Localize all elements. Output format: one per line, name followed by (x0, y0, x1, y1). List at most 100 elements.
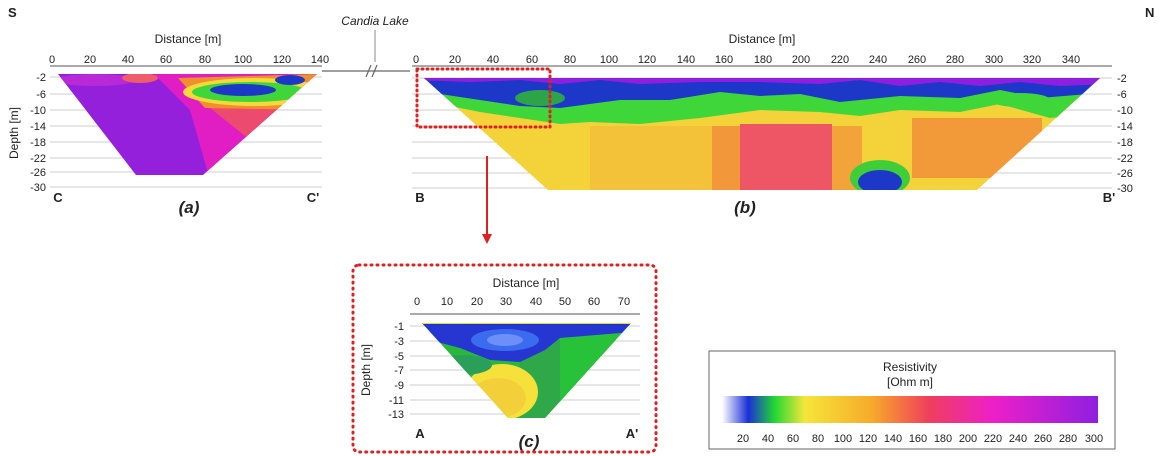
section-b-x-tick: 100 (600, 54, 618, 66)
section-a-x-tick: 20 (84, 54, 96, 66)
section-a-y-tick: -30 (30, 182, 46, 194)
legend-tick: 100 (834, 433, 852, 445)
section-a: Distance [m] 0 20 40 60 80 100 120 140 -… (7, 32, 329, 217)
section-c-x-tick: 70 (618, 296, 630, 308)
section-b-y-tick: -22 (1117, 153, 1133, 165)
section-c-start-label: A (415, 426, 425, 441)
legend-tick: 120 (859, 433, 877, 445)
section-b-x-tick: 240 (869, 54, 887, 66)
south-label: S (8, 5, 17, 20)
zoom-arrow-head (482, 234, 492, 244)
axis-break-mark-1 (365, 64, 372, 78)
inset-frame (351, 263, 658, 454)
legend-title: Resistivity (883, 360, 937, 374)
section-c-y-ticks: -1 -3 -5 -7 -9 -11 -13 (388, 321, 404, 421)
section-a-start-label: C (53, 190, 63, 205)
legend-tick: 300 (1085, 433, 1103, 445)
north-label: N (1145, 5, 1154, 20)
legend-tick: 280 (1059, 433, 1077, 445)
section-c-x-tick: 50 (559, 296, 571, 308)
legend-tick: 200 (959, 433, 977, 445)
section-b-y-tick: -14 (1117, 121, 1133, 133)
section-c-end-label: A' (626, 426, 638, 441)
section-c-x-tick: 20 (471, 296, 483, 308)
section-a-y-tick: -6 (36, 89, 46, 101)
section-b-y-tick: -18 (1117, 137, 1133, 149)
section-a-y-tick: -2 (36, 72, 46, 84)
section-b-y-tick: -30 (1117, 183, 1133, 195)
section-b-x-tick: 40 (487, 54, 499, 66)
section-b-y-tick: -6 (1117, 89, 1127, 101)
section-c-y-tick: -7 (394, 365, 404, 377)
section-c-y-tick: -11 (389, 395, 404, 407)
section-b-x-title: Distance [m] (729, 32, 796, 46)
section-c: Distance [m] 0 10 20 30 40 50 60 70 -1 -… (359, 276, 640, 451)
section-b-x-tick: 20 (449, 54, 461, 66)
section-c-y-tick: -1 (394, 321, 404, 333)
section-b-x-tick: 220 (831, 54, 849, 66)
section-b-x-tick: 120 (638, 54, 656, 66)
section-b-y-tick: -26 (1117, 168, 1133, 180)
section-b-y-tick: -2 (1117, 73, 1127, 85)
section-c-x-tick: 0 (414, 296, 420, 308)
resistivity-legend: Resistivity [Ohm m] 20 40 60 80 100 120 … (708, 350, 1116, 450)
section-b-x-tick: 80 (564, 54, 576, 66)
section-b-label: (b) (734, 198, 756, 217)
axis-break-mark-2 (371, 64, 378, 78)
legend-tick: 180 (934, 433, 952, 445)
legend-tick: 20 (737, 433, 749, 445)
section-b-x-tick: 320 (1023, 54, 1041, 66)
section-b-x-tick: 200 (792, 54, 810, 66)
section-c-y-title: Depth [m] (359, 344, 373, 396)
legend-tick: 80 (812, 433, 824, 445)
zoom-highlight-box (415, 67, 552, 129)
legend-ticks: 20 40 60 80 100 120 140 160 180 200 220 … (737, 433, 1103, 445)
section-a-y-tick: -14 (30, 121, 46, 133)
section-b-resistivity-image (424, 78, 1100, 190)
section-c-x-tick: 30 (500, 296, 512, 308)
legend-tick: 160 (909, 433, 927, 445)
section-b-x-tick: 280 (946, 54, 964, 66)
legend-tick: 60 (787, 433, 799, 445)
section-c-y-tick: -3 (394, 336, 404, 348)
section-b-y-tick: -10 (1117, 105, 1133, 117)
section-b-x-ticks: 0 20 40 60 80 100 120 140 160 180 200 22… (413, 54, 1080, 66)
section-b-x-tick: 180 (754, 54, 772, 66)
section-b-x-tick: 140 (677, 54, 695, 66)
section-c-x-tick: 10 (441, 296, 453, 308)
section-b-x-tick: 0 (413, 54, 419, 66)
section-b-x-tick: 300 (985, 54, 1003, 66)
section-b-x-tick: 340 (1062, 54, 1080, 66)
section-a-resistivity-image (58, 74, 317, 175)
section-c-y-tick: -13 (388, 409, 404, 421)
section-a-y-title: Depth [m] (7, 107, 21, 159)
section-c-y-tick: -5 (394, 351, 404, 363)
section-a-x-tick: 120 (273, 54, 291, 66)
section-c-y-tick: -9 (394, 380, 404, 392)
section-b: Distance [m] 0 20 40 60 80 100 120 140 1… (412, 32, 1133, 217)
legend-tick: 220 (984, 433, 1002, 445)
section-b-x-tick: 160 (715, 54, 733, 66)
legend-unit: [Ohm m] (887, 375, 933, 389)
section-c-x-ticks: 0 10 20 30 40 50 60 70 (414, 296, 630, 308)
section-b-x-tick: 260 (908, 54, 926, 66)
legend-tick: 140 (884, 433, 902, 445)
section-a-y-tick: -22 (30, 153, 46, 165)
section-a-x-tick: 80 (199, 54, 211, 66)
section-b-start-label: B (415, 190, 424, 205)
section-c-x-tick: 60 (588, 296, 600, 308)
legend-tick: 40 (762, 433, 774, 445)
section-a-x-tick: 140 (311, 54, 329, 66)
legend-tick: 240 (1009, 433, 1027, 445)
section-b-end-label: B' (1103, 190, 1115, 205)
section-a-y-ticks: -2 -6 -10 -14 -18 -22 -26 -30 (30, 72, 46, 194)
section-c-label: (c) (519, 432, 540, 451)
section-a-end-label: C' (307, 190, 319, 205)
lake-label: Candia Lake (341, 14, 409, 28)
section-a-x-tick: 0 (49, 54, 55, 66)
legend-tick: 260 (1034, 433, 1052, 445)
section-c-x-tick: 40 (530, 296, 542, 308)
colorbar (722, 396, 1098, 423)
section-a-x-tick: 100 (234, 54, 252, 66)
